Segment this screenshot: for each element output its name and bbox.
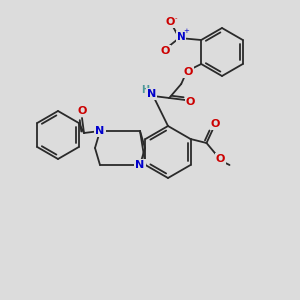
Text: +: + [183, 28, 189, 34]
Text: O: O [185, 97, 195, 107]
Text: N: N [135, 160, 145, 170]
Text: O: O [77, 106, 87, 116]
Text: O: O [216, 154, 225, 164]
Text: O: O [166, 17, 175, 27]
Text: O: O [160, 46, 170, 56]
Text: O: O [211, 119, 220, 129]
Text: O: O [184, 67, 193, 77]
Text: -: - [175, 15, 178, 21]
Text: N: N [147, 89, 156, 99]
Text: N: N [95, 126, 105, 136]
Text: N: N [177, 32, 186, 42]
Text: H: H [141, 85, 149, 95]
